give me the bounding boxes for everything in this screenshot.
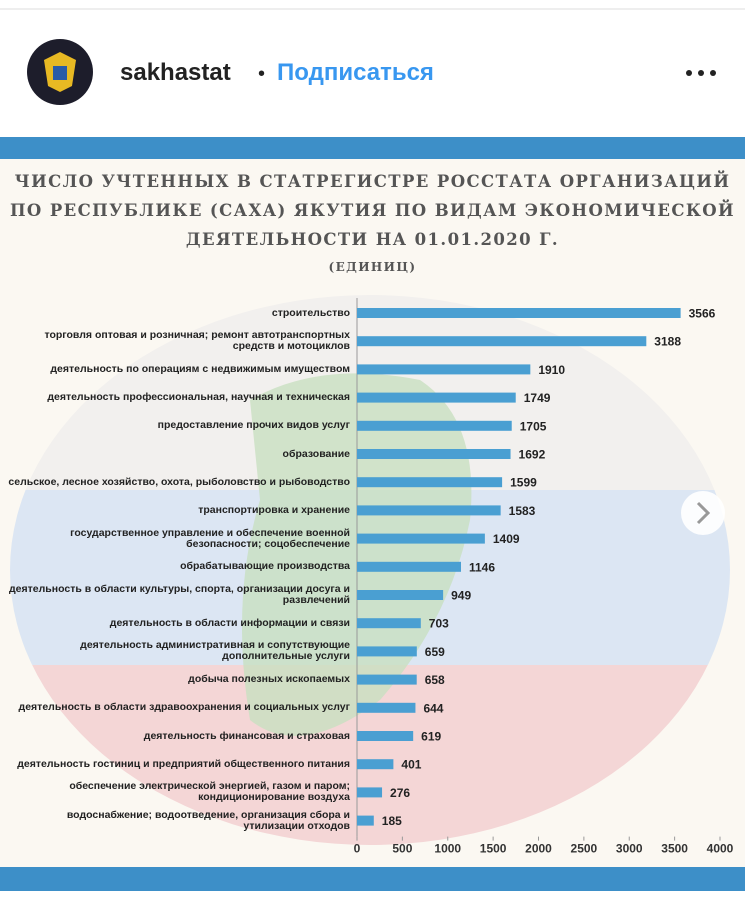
- top-band: [0, 137, 745, 159]
- category-label: деятельность в области культуры, спорта,…: [9, 583, 350, 606]
- value-label: 1705: [520, 419, 547, 433]
- username[interactable]: sakhastat: [120, 59, 231, 86]
- chart-title: ПО РЕСПУБЛИКЕ (САХА) ЯКУТИЯ ПО ВИДАМ ЭКО…: [9, 201, 736, 220]
- follow-button[interactable]: Подписаться: [277, 59, 434, 86]
- category-label: деятельность гостиниц и предприятий обще…: [17, 757, 350, 770]
- separator: •: [258, 63, 265, 85]
- x-tick-label: 0: [354, 842, 361, 856]
- category-label: транспортировка и хранение: [198, 503, 350, 516]
- category-label: добыча полезных ископаемых: [188, 673, 350, 686]
- category-label: деятельность профессиональная, научная и…: [47, 391, 350, 404]
- value-label: 659: [425, 645, 445, 659]
- value-label: 1146: [469, 560, 495, 574]
- category-label: водоснабжение; водоотведение, организаци…: [66, 808, 350, 832]
- value-label: 401: [401, 758, 421, 772]
- bar: [357, 702, 416, 713]
- value-label: 703: [429, 617, 449, 631]
- x-tick-label: 3500: [661, 842, 688, 856]
- bar: [357, 308, 681, 318]
- value-label: 1749: [524, 391, 551, 405]
- bar: [357, 815, 374, 826]
- value-label: 3188: [654, 335, 681, 349]
- bar: [357, 646, 417, 657]
- category-label: торговля оптовая и розничная; ремонт авт…: [44, 329, 350, 353]
- emblem-shield: [53, 66, 67, 80]
- bottom-band: [0, 867, 745, 891]
- category-label: обеспечение электрической энергией, газо…: [69, 780, 350, 804]
- value-label: 1583: [509, 504, 536, 518]
- category-label: сельское, лесное хозяйство, охота, рыбол…: [8, 475, 350, 488]
- value-label: 3566: [689, 307, 716, 321]
- bar: [357, 420, 512, 431]
- value-label: 1409: [493, 532, 520, 546]
- bar: [357, 336, 647, 347]
- header-bg: [0, 0, 745, 135]
- value-label: 949: [451, 589, 471, 603]
- more-button[interactable]: [686, 70, 716, 76]
- category-label: государственное управление и обеспечение…: [70, 526, 350, 550]
- category-label: обрабатывающие производства: [180, 560, 350, 573]
- x-tick-label: 2500: [571, 842, 598, 856]
- category-label: деятельность административная и сопутств…: [80, 639, 350, 663]
- bar: [357, 731, 414, 741]
- value-label: 276: [390, 786, 410, 800]
- chart-subtitle: (ЕДИНИЦ): [328, 260, 417, 274]
- x-tick-label: 3000: [616, 842, 643, 856]
- category-label: предоставление прочих видов услуг: [157, 419, 350, 432]
- value-label: 644: [423, 701, 443, 715]
- bar: [357, 533, 485, 544]
- bar: [357, 392, 516, 403]
- bar: [357, 618, 421, 629]
- bar: [357, 561, 461, 572]
- category-label: деятельность в области информации и связ…: [109, 616, 350, 629]
- value-label: 1910: [538, 363, 565, 377]
- value-label: 1692: [519, 448, 546, 462]
- category-label: деятельность по операциям с недвижимым и…: [50, 362, 350, 375]
- category-label: образование: [282, 447, 350, 460]
- x-tick-label: 1500: [480, 842, 507, 856]
- next-button[interactable]: [681, 491, 725, 535]
- value-label: 1599: [510, 476, 537, 490]
- bar: [357, 787, 383, 798]
- bar: [357, 449, 511, 459]
- bar: [357, 364, 531, 375]
- category-label: строительство: [271, 306, 350, 319]
- value-label: 658: [425, 673, 445, 687]
- bar: [357, 590, 444, 600]
- bar: [357, 759, 394, 770]
- bar: [357, 477, 503, 488]
- category-label: деятельность в области здравоохранения и…: [18, 701, 350, 714]
- chart-title: ДЕЯТЕЛЬНОСТИ НА 01.01.2020 Г.: [185, 230, 560, 249]
- x-tick-label: 2000: [525, 842, 552, 856]
- chart-title: ЧИСЛО УЧТЕННЫХ В СТАТРЕГИСТРЕ РОССТАТА О…: [14, 172, 731, 191]
- flag-decoration: [10, 295, 730, 845]
- x-tick-label: 4000: [707, 842, 734, 856]
- x-tick-label: 1000: [434, 842, 461, 856]
- value-label: 619: [421, 730, 441, 744]
- x-tick-label: 500: [392, 842, 412, 856]
- value-label: 185: [382, 814, 402, 828]
- bar: [357, 674, 417, 685]
- bar: [357, 505, 501, 516]
- category-label: деятельность финансовая и страховая: [143, 729, 350, 742]
